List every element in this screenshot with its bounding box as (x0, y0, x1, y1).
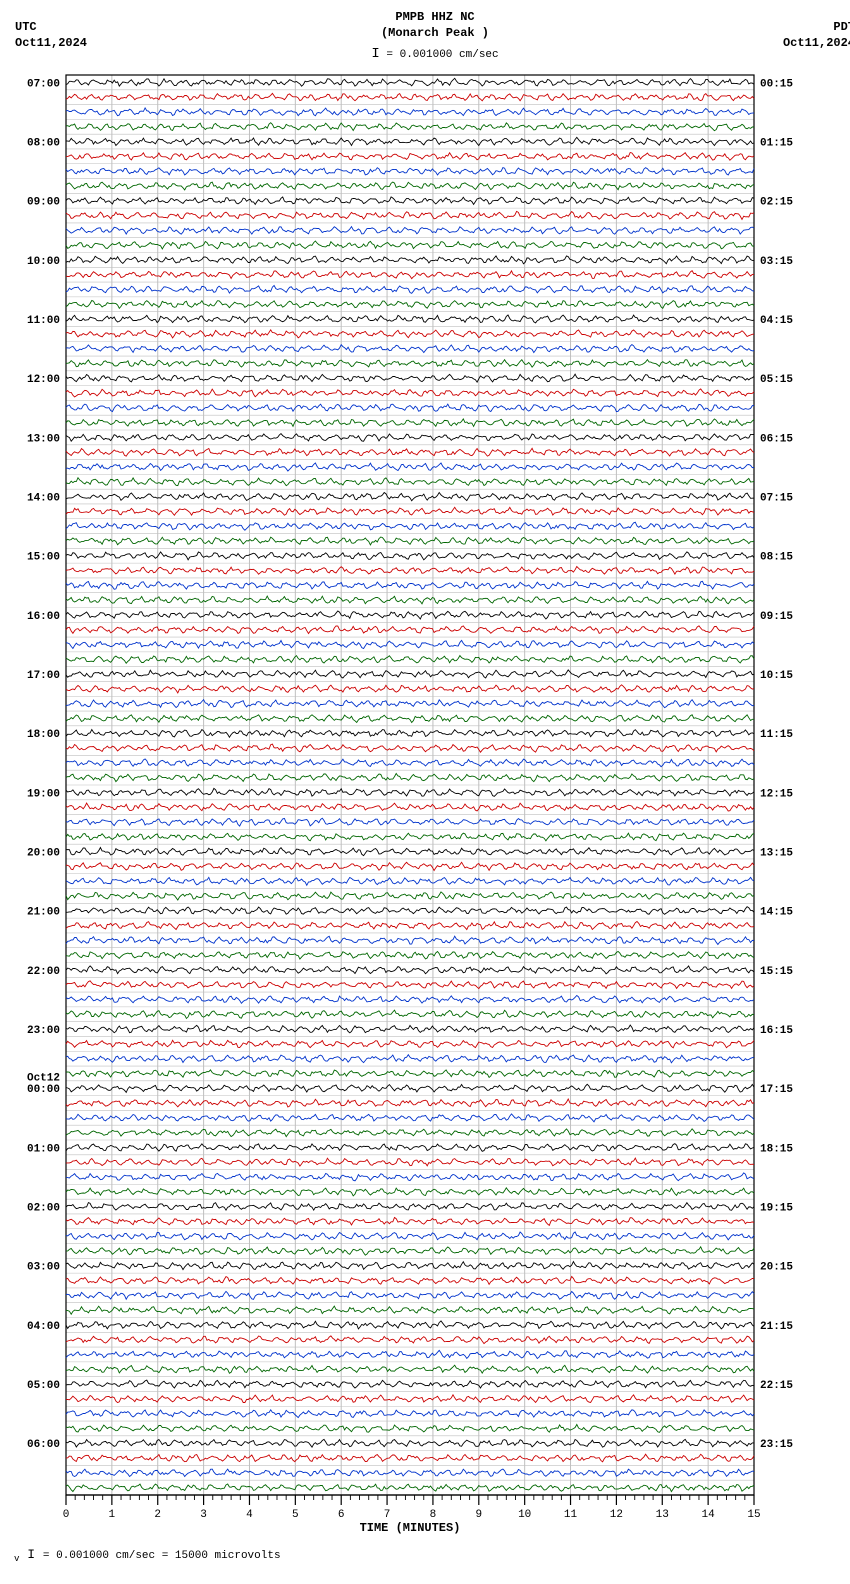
right-timezone: PDT (783, 20, 850, 36)
svg-text:05:15: 05:15 (760, 374, 793, 386)
svg-text:12: 12 (610, 1509, 623, 1521)
svg-text:12:15: 12:15 (760, 788, 793, 800)
svg-text:01:00: 01:00 (27, 1143, 60, 1155)
svg-text:5: 5 (292, 1509, 299, 1521)
svg-text:10:15: 10:15 (760, 670, 793, 682)
title-line2: (Monarch Peak ) (371, 26, 498, 42)
svg-text:1: 1 (109, 1509, 116, 1521)
svg-text:02:00: 02:00 (27, 1203, 60, 1215)
svg-text:23:15: 23:15 (760, 1439, 793, 1451)
svg-text:10: 10 (518, 1509, 531, 1521)
svg-text:20:00: 20:00 (27, 848, 60, 860)
svg-text:06:00: 06:00 (27, 1439, 60, 1451)
svg-text:18:15: 18:15 (760, 1143, 793, 1155)
svg-text:05:00: 05:00 (27, 1380, 60, 1392)
svg-text:00:15: 00:15 (760, 78, 793, 90)
svg-text:13:00: 13:00 (27, 433, 60, 445)
svg-text:11:00: 11:00 (27, 315, 60, 327)
svg-text:07:15: 07:15 (760, 493, 793, 505)
left-timezone: UTC (15, 20, 87, 36)
svg-text:TIME (MINUTES): TIME (MINUTES) (360, 1521, 461, 1535)
svg-text:11:15: 11:15 (760, 729, 793, 741)
right-date: Oct11,2024 (783, 36, 850, 52)
svg-text:17:15: 17:15 (760, 1084, 793, 1096)
svg-text:7: 7 (384, 1509, 391, 1521)
chart-header: UTC Oct11,2024 PMPB HHZ NC (Monarch Peak… (10, 10, 850, 60)
svg-text:Oct12: Oct12 (27, 1072, 60, 1084)
svg-text:13: 13 (656, 1509, 669, 1521)
svg-text:07:00: 07:00 (27, 78, 60, 90)
svg-text:19:00: 19:00 (27, 788, 60, 800)
svg-text:17:00: 17:00 (27, 670, 60, 682)
svg-text:22:15: 22:15 (760, 1380, 793, 1392)
seismogram-chart: 07:00 08:00 09:00 10:00 11:00 12:00 13:00 14:00… (10, 65, 850, 1539)
svg-text:04:00: 04:00 (27, 1321, 60, 1333)
svg-text:6: 6 (338, 1509, 345, 1521)
svg-text:0: 0 (63, 1509, 70, 1521)
svg-text:16:00: 16:00 (27, 611, 60, 623)
svg-text:19:15: 19:15 (760, 1203, 793, 1215)
svg-text:09:15: 09:15 (760, 611, 793, 623)
svg-text:16:15: 16:15 (760, 1025, 793, 1037)
svg-text:00:00: 00:00 (27, 1084, 60, 1096)
svg-text:08:15: 08:15 (760, 552, 793, 564)
svg-text:03:00: 03:00 (27, 1262, 60, 1274)
svg-text:08:00: 08:00 (27, 138, 60, 150)
svg-text:15: 15 (747, 1509, 760, 1521)
svg-text:8: 8 (430, 1509, 437, 1521)
svg-text:09:00: 09:00 (27, 197, 60, 209)
title-line1: PMPB HHZ NC (371, 10, 498, 26)
svg-text:02:15: 02:15 (760, 197, 793, 209)
svg-text:12:00: 12:00 (27, 374, 60, 386)
svg-text:20:15: 20:15 (760, 1262, 793, 1274)
svg-text:18:00: 18:00 (27, 729, 60, 741)
svg-text:21:00: 21:00 (27, 907, 60, 919)
svg-text:14:00: 14:00 (27, 493, 60, 505)
svg-text:03:15: 03:15 (760, 256, 793, 268)
svg-text:11: 11 (564, 1509, 578, 1521)
svg-text:14:15: 14:15 (760, 907, 793, 919)
svg-text:4: 4 (246, 1509, 253, 1521)
svg-text:21:15: 21:15 (760, 1321, 793, 1333)
svg-text:04:15: 04:15 (760, 315, 793, 327)
svg-text:22:00: 22:00 (27, 966, 60, 978)
svg-text:06:15: 06:15 (760, 433, 793, 445)
svg-text:9: 9 (475, 1509, 482, 1521)
svg-text:14: 14 (702, 1509, 716, 1521)
scale-info: I = 0.001000 cm/sec (371, 45, 498, 63)
header-center: PMPB HHZ NC (Monarch Peak ) I = 0.001000… (371, 10, 498, 63)
left-date: Oct11,2024 (15, 36, 87, 52)
svg-text:01:15: 01:15 (760, 138, 793, 150)
svg-text:3: 3 (200, 1509, 207, 1521)
chart-svg: 07:00 08:00 09:00 10:00 11:00 12:00 13:00 14:00… (10, 65, 840, 1535)
svg-text:15:15: 15:15 (760, 966, 793, 978)
svg-text:10:00: 10:00 (27, 256, 60, 268)
svg-text:23:00: 23:00 (27, 1025, 60, 1037)
svg-text:15:00: 15:00 (27, 552, 60, 564)
svg-text:13:15: 13:15 (760, 848, 793, 860)
svg-text:2: 2 (154, 1509, 161, 1521)
header-left: UTC Oct11,2024 (15, 20, 87, 51)
header-right: PDT Oct11,2024 (783, 20, 850, 51)
footer-scale: v I = 0.001000 cm/sec = 15000 microvolts (10, 1547, 850, 1564)
